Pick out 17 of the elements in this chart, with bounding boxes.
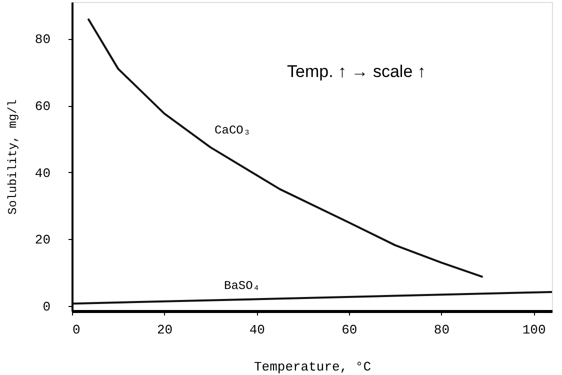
y-tick-label: 40 xyxy=(34,166,50,181)
annotation: Temp. ↑ → scale ↑ xyxy=(287,62,426,81)
x-tick-label: 100 xyxy=(522,322,546,338)
x-tick-label: 0 xyxy=(72,322,80,338)
x-tick-label: 60 xyxy=(342,322,358,338)
y-tick-label: 0 xyxy=(42,299,50,314)
x-tick-label: 20 xyxy=(157,322,173,338)
y-tick-label: 80 xyxy=(34,32,50,48)
series-label: CaCO₃ xyxy=(214,123,251,138)
x-axis-title: Temperature, °C xyxy=(254,360,372,374)
y-axis-title: Solubility, mg/l xyxy=(6,99,20,215)
series-label: BaSO₄ xyxy=(224,279,260,294)
line-series xyxy=(87,18,484,278)
x-tick-label: 80 xyxy=(434,322,450,338)
x-tick-label: 40 xyxy=(249,322,265,338)
y-tick-label: 20 xyxy=(34,232,50,248)
y-tick-label: 60 xyxy=(34,99,50,114)
